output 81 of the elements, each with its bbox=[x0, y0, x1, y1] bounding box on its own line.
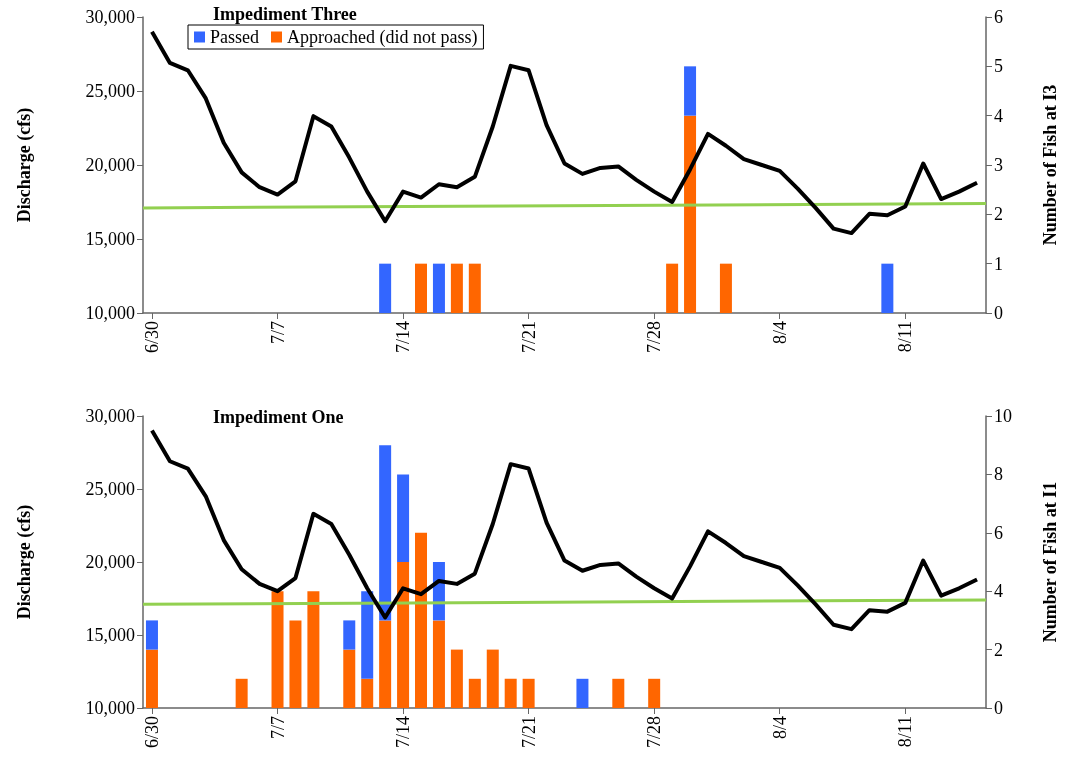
bar bbox=[235, 678, 248, 708]
bar bbox=[343, 620, 356, 650]
y-tick-label: 10,000 bbox=[85, 303, 135, 323]
y-tick-label: 25,000 bbox=[85, 81, 135, 101]
y-tick-label: 15,000 bbox=[85, 229, 135, 249]
bar bbox=[379, 445, 392, 621]
bar bbox=[145, 649, 158, 708]
x-tick-label: 7/21 bbox=[518, 716, 539, 749]
chart-title: Impediment One bbox=[213, 407, 344, 427]
y-tick-label: 20,000 bbox=[85, 155, 135, 175]
bar bbox=[397, 562, 410, 708]
y2-tick-label: 6 bbox=[994, 7, 1003, 27]
x-tick-label: 8/11 bbox=[895, 321, 916, 353]
bar bbox=[666, 263, 679, 313]
y2-tick-label: 0 bbox=[994, 698, 1003, 718]
bar bbox=[684, 115, 697, 313]
x-tick-label: 7/14 bbox=[393, 716, 414, 749]
y-tick-label: 10,000 bbox=[85, 698, 135, 718]
bar bbox=[468, 678, 481, 708]
bar bbox=[719, 263, 732, 313]
y2-tick-label: 0 bbox=[994, 303, 1003, 323]
y2-tick-label: 8 bbox=[994, 464, 1003, 485]
x-tick-label: 8/11 bbox=[895, 716, 916, 748]
bar bbox=[648, 678, 661, 708]
y2-tick-label: 4 bbox=[994, 581, 1003, 602]
bar bbox=[379, 263, 392, 313]
x-tick-label: 8/4 bbox=[769, 321, 790, 345]
bar bbox=[415, 263, 428, 313]
bar bbox=[522, 678, 535, 708]
y2-tick-label: 10 bbox=[994, 406, 1012, 426]
x-tick-label: 6/30 bbox=[141, 321, 162, 354]
y-tick-label: 30,000 bbox=[85, 406, 135, 426]
y2-tick-label: 1 bbox=[994, 253, 1003, 274]
bar bbox=[379, 620, 392, 708]
x-tick-label: 8/4 bbox=[769, 716, 790, 740]
y2-tick-label: 2 bbox=[994, 639, 1003, 660]
bar bbox=[881, 263, 894, 313]
bar bbox=[612, 678, 625, 708]
bar bbox=[271, 591, 284, 708]
bar bbox=[307, 591, 320, 708]
y2-tick-label: 2 bbox=[994, 204, 1003, 225]
x-tick-label: 7/21 bbox=[518, 321, 539, 354]
y-axis-title: Discharge (cfs) bbox=[14, 504, 35, 620]
bar bbox=[450, 263, 463, 313]
bar bbox=[468, 263, 481, 313]
bar bbox=[684, 66, 697, 116]
line-series bbox=[149, 29, 980, 236]
bar bbox=[432, 620, 445, 708]
y-axis-title: Discharge (cfs) bbox=[14, 107, 35, 223]
x-tick-label: 7/7 bbox=[267, 716, 288, 740]
chart-title: Impediment Three bbox=[213, 4, 357, 24]
legend-label: Passed bbox=[210, 27, 259, 47]
bar bbox=[361, 591, 374, 679]
y2-tick-label: 3 bbox=[994, 155, 1003, 175]
y2-axis-title: Number of Fish at I1 bbox=[1040, 481, 1060, 643]
bar bbox=[576, 678, 589, 708]
y2-tick-label: 4 bbox=[994, 105, 1003, 126]
y2-axis-title: Number of Fish at I3 bbox=[1040, 84, 1060, 246]
bar bbox=[397, 474, 410, 562]
x-tick-label: 7/14 bbox=[393, 321, 414, 354]
bar bbox=[504, 678, 517, 708]
x-tick-label: 7/7 bbox=[267, 321, 288, 345]
y-tick-label: 15,000 bbox=[85, 625, 135, 645]
line-series bbox=[149, 428, 980, 632]
bar bbox=[145, 620, 158, 650]
bar bbox=[361, 678, 374, 708]
y2-tick-label: 6 bbox=[994, 522, 1003, 543]
y-tick-label: 20,000 bbox=[85, 552, 135, 572]
legend-label: Approached (did not pass) bbox=[287, 27, 478, 48]
x-tick-label: 6/30 bbox=[141, 716, 162, 749]
x-tick-label: 7/28 bbox=[644, 716, 665, 749]
bar bbox=[415, 532, 428, 708]
x-tick-label: 7/28 bbox=[644, 321, 665, 354]
y2-tick-label: 5 bbox=[994, 56, 1003, 77]
bar bbox=[432, 263, 445, 313]
bar bbox=[289, 620, 302, 708]
bar bbox=[450, 649, 463, 708]
y-tick-label: 25,000 bbox=[85, 479, 135, 499]
bar bbox=[486, 649, 499, 708]
bar bbox=[343, 649, 356, 708]
y-tick-label: 30,000 bbox=[85, 7, 135, 27]
